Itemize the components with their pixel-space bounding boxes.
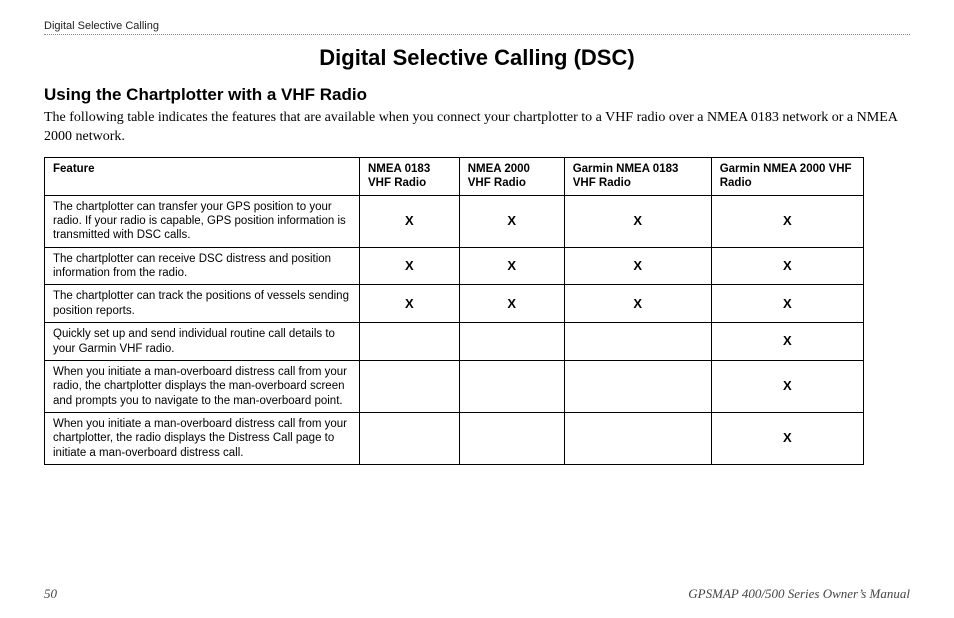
- feature-cell: Quickly set up and send individual routi…: [45, 323, 360, 361]
- feature-cell: The chartplotter can transfer your GPS p…: [45, 195, 360, 247]
- mark-cell: [564, 413, 711, 465]
- mark-cell: X: [459, 195, 564, 247]
- col-header-feature: Feature: [45, 157, 360, 195]
- table-row: When you initiate a man-overboard distre…: [45, 360, 864, 412]
- mark-cell: X: [564, 285, 711, 323]
- mark-cell: X: [564, 195, 711, 247]
- col-header-nmea2000: NMEA 2000 VHF Radio: [459, 157, 564, 195]
- mark-cell: X: [360, 247, 460, 285]
- mark-cell: [564, 360, 711, 412]
- mark-cell: X: [711, 413, 863, 465]
- mark-cell: X: [711, 195, 863, 247]
- mark-cell: [459, 360, 564, 412]
- mark-cell: [360, 323, 460, 361]
- manual-page: Digital Selective Calling Digital Select…: [0, 0, 954, 618]
- feature-table: Feature NMEA 0183 VHF Radio NMEA 2000 VH…: [44, 157, 864, 465]
- table-row: Quickly set up and send individual routi…: [45, 323, 864, 361]
- manual-title-footer: GPSMAP 400/500 Series Owner’s Manual: [688, 586, 910, 602]
- mark-cell: [459, 323, 564, 361]
- page-footer: 50 GPSMAP 400/500 Series Owner’s Manual: [44, 586, 910, 602]
- table-row: The chartplotter can track the positions…: [45, 285, 864, 323]
- mark-cell: X: [360, 285, 460, 323]
- mark-cell: [459, 413, 564, 465]
- mark-cell: X: [360, 195, 460, 247]
- section-subtitle: Using the Chartplotter with a VHF Radio: [44, 85, 910, 105]
- mark-cell: [360, 413, 460, 465]
- mark-cell: [360, 360, 460, 412]
- mark-cell: X: [711, 323, 863, 361]
- col-header-garmin2000: Garmin NMEA 2000 VHF Radio: [711, 157, 863, 195]
- mark-cell: X: [711, 247, 863, 285]
- mark-cell: [564, 323, 711, 361]
- table-row: The chartplotter can receive DSC distres…: [45, 247, 864, 285]
- intro-paragraph: The following table indicates the featur…: [44, 109, 910, 147]
- mark-cell: X: [711, 360, 863, 412]
- page-title: Digital Selective Calling (DSC): [44, 45, 910, 71]
- page-number: 50: [44, 586, 57, 602]
- table-row: When you initiate a man-overboard distre…: [45, 413, 864, 465]
- mark-cell: X: [459, 285, 564, 323]
- col-header-nmea0183: NMEA 0183 VHF Radio: [360, 157, 460, 195]
- table-row: The chartplotter can transfer your GPS p…: [45, 195, 864, 247]
- feature-cell: When you initiate a man-overboard distre…: [45, 413, 360, 465]
- feature-cell: The chartplotter can receive DSC distres…: [45, 247, 360, 285]
- mark-cell: X: [711, 285, 863, 323]
- feature-cell: When you initiate a man-overboard distre…: [45, 360, 360, 412]
- feature-cell: The chartplotter can track the positions…: [45, 285, 360, 323]
- table-header-row: Feature NMEA 0183 VHF Radio NMEA 2000 VH…: [45, 157, 864, 195]
- mark-cell: X: [564, 247, 711, 285]
- running-head: Digital Selective Calling: [44, 20, 910, 35]
- col-header-garmin0183: Garmin NMEA 0183 VHF Radio: [564, 157, 711, 195]
- mark-cell: X: [459, 247, 564, 285]
- table-body: The chartplotter can transfer your GPS p…: [45, 195, 864, 465]
